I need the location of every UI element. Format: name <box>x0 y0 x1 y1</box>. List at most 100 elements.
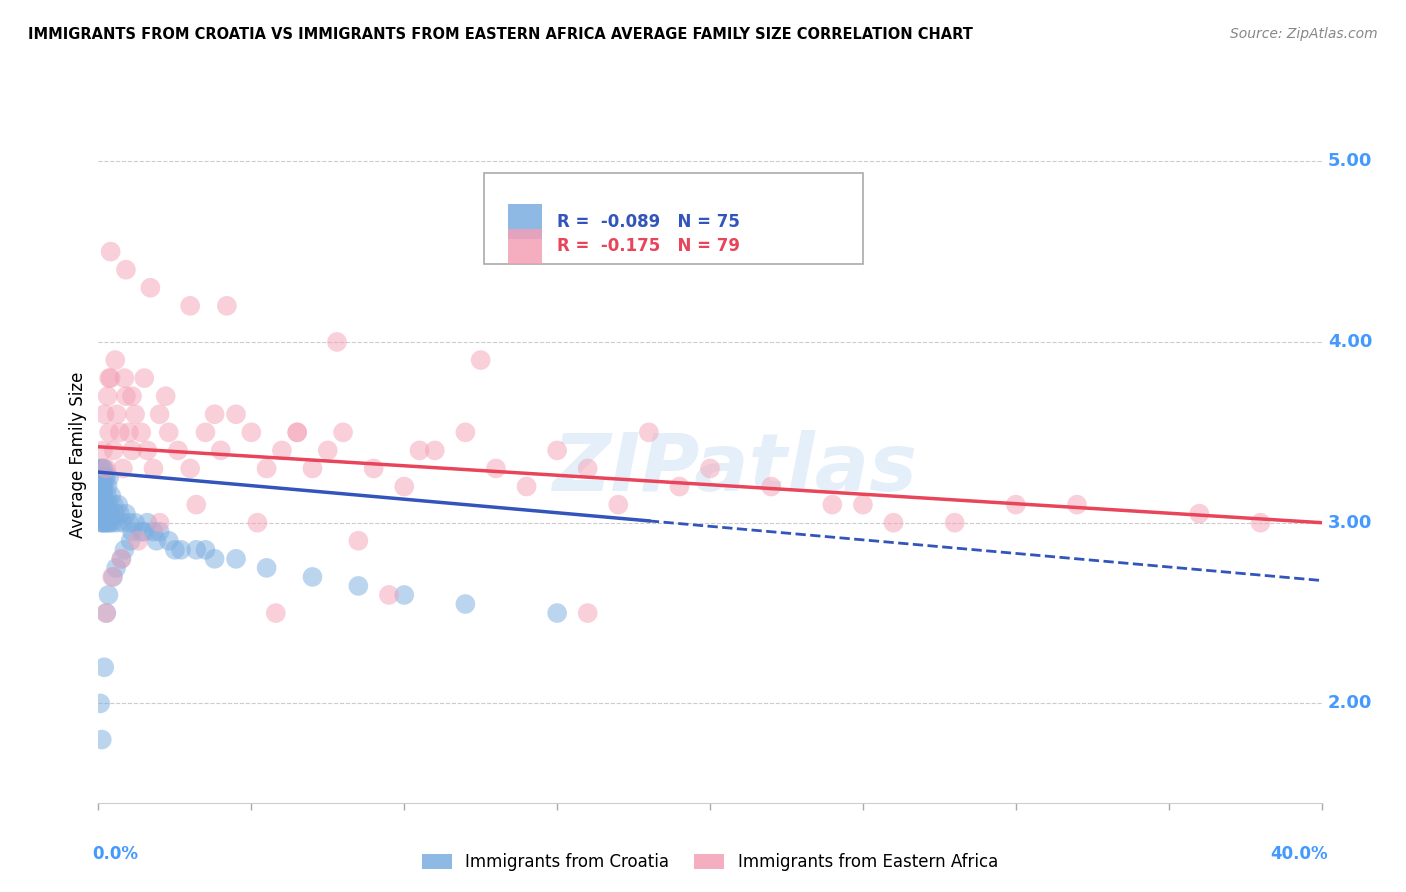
Point <box>129 425 152 440</box>
Point <box>546 443 568 458</box>
Point <box>326 334 349 349</box>
Point <box>149 407 172 421</box>
Point <box>89 498 111 512</box>
Point <box>112 371 135 385</box>
Point <box>142 461 165 475</box>
Point <box>347 533 370 548</box>
Point <box>105 516 128 530</box>
Point <box>124 407 146 421</box>
Point <box>546 606 568 620</box>
Point <box>100 489 122 503</box>
Point <box>101 570 124 584</box>
Point <box>110 551 132 566</box>
Point <box>256 561 278 575</box>
Text: R =  -0.175   N = 79: R = -0.175 N = 79 <box>557 237 740 255</box>
Point <box>301 570 323 584</box>
Point <box>120 533 142 548</box>
Point <box>668 479 690 493</box>
Point <box>101 570 124 584</box>
Point <box>108 425 131 440</box>
Point <box>246 516 269 530</box>
Point <box>124 516 146 530</box>
Point <box>90 498 112 512</box>
Point <box>115 389 138 403</box>
Point <box>91 498 114 512</box>
Point <box>149 524 172 539</box>
Point <box>194 425 217 440</box>
Point <box>94 516 117 530</box>
Point <box>129 524 152 539</box>
Point <box>110 551 132 566</box>
Point <box>100 507 122 521</box>
Point <box>149 516 172 530</box>
Point <box>378 588 401 602</box>
Point <box>167 443 190 458</box>
Point <box>883 516 905 530</box>
Point <box>98 516 121 530</box>
Point <box>1188 507 1211 521</box>
Point <box>91 507 114 521</box>
Point <box>194 542 217 557</box>
Point <box>392 479 416 493</box>
Bar <box>508 228 543 263</box>
Point <box>142 524 165 539</box>
Point <box>103 443 125 458</box>
Point <box>1066 498 1088 512</box>
Point <box>93 507 115 521</box>
Point <box>94 461 117 475</box>
Text: 3.00: 3.00 <box>1327 514 1372 532</box>
Point <box>576 461 599 475</box>
Point <box>332 425 354 440</box>
Point <box>121 524 143 539</box>
Point <box>90 516 112 530</box>
Point <box>90 732 112 747</box>
Point <box>136 443 159 458</box>
Point <box>155 389 177 403</box>
Point <box>94 470 117 484</box>
Point <box>240 425 263 440</box>
Point <box>392 588 416 602</box>
Point <box>104 353 127 368</box>
Point <box>115 507 138 521</box>
Point <box>118 425 141 440</box>
Point <box>111 461 134 475</box>
Point <box>1004 498 1026 512</box>
Point <box>408 443 430 458</box>
Y-axis label: Average Family Size: Average Family Size <box>69 372 87 538</box>
Point <box>90 479 112 493</box>
Point <box>454 425 477 440</box>
Point <box>943 516 966 530</box>
Point <box>91 516 114 530</box>
Point <box>516 479 538 493</box>
Point <box>301 461 323 475</box>
Point <box>100 371 122 385</box>
Point <box>96 489 118 503</box>
Point <box>285 425 308 440</box>
Point <box>347 579 370 593</box>
Point <box>91 443 114 458</box>
Point <box>93 498 115 512</box>
Point <box>470 353 492 368</box>
Point <box>699 461 721 475</box>
Point <box>179 299 201 313</box>
Point <box>111 516 134 530</box>
Point <box>225 407 247 421</box>
Point <box>93 479 115 493</box>
Point <box>209 443 232 458</box>
Point <box>97 516 120 530</box>
Text: R =  -0.089   N = 75: R = -0.089 N = 75 <box>557 213 740 231</box>
Point <box>179 461 201 475</box>
Point <box>101 516 124 530</box>
Point <box>91 479 114 493</box>
Point <box>761 479 783 493</box>
Text: 4.00: 4.00 <box>1327 333 1372 351</box>
Point <box>576 606 599 620</box>
Point <box>105 407 128 421</box>
Point <box>170 542 193 557</box>
Point <box>97 389 120 403</box>
Text: 40.0%: 40.0% <box>1270 845 1327 863</box>
Point <box>363 461 385 475</box>
Point <box>93 660 115 674</box>
Point <box>852 498 875 512</box>
Point <box>127 533 149 548</box>
